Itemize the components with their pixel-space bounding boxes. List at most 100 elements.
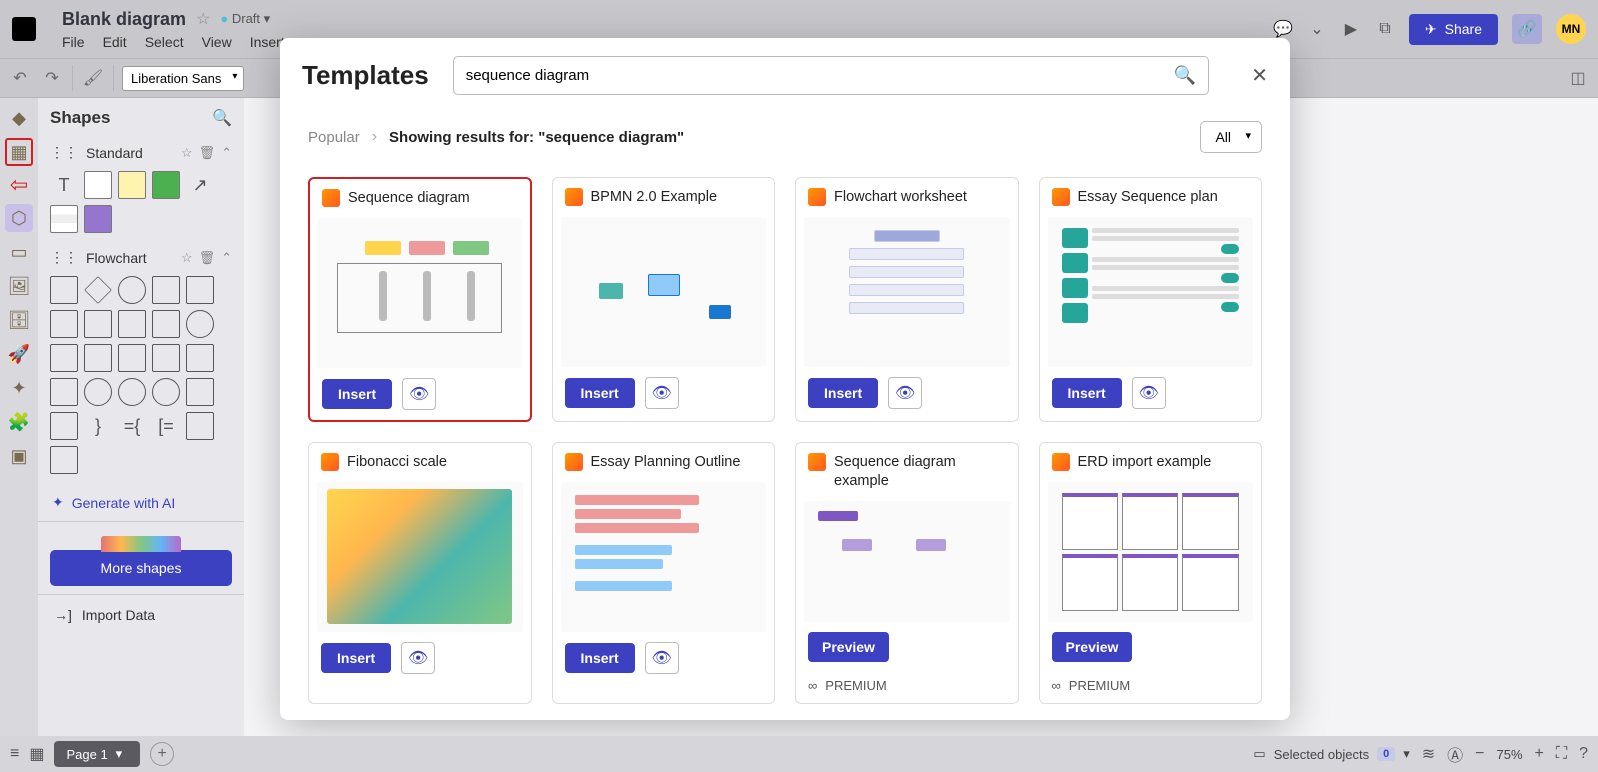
insert-button[interactable]: Insert xyxy=(808,378,878,408)
comment-icon[interactable]: 💬 xyxy=(1273,19,1293,39)
pin-icon[interactable]: ☆ xyxy=(181,145,193,161)
image-rail-icon[interactable]: 🖼 xyxy=(5,272,33,300)
chevron-down-icon[interactable]: ⌄ xyxy=(1307,19,1327,39)
zoom-level[interactable]: 75% xyxy=(1497,747,1523,762)
shape[interactable] xyxy=(152,310,180,338)
page-tab[interactable]: Page 1▾ xyxy=(54,741,140,767)
shape[interactable] xyxy=(84,310,112,338)
preview-button[interactable]: Preview xyxy=(1052,632,1133,662)
shape[interactable] xyxy=(50,276,78,304)
container-rail-icon[interactable]: ▭ xyxy=(5,238,33,266)
search-icon[interactable]: 🔍 xyxy=(212,108,232,128)
font-selector[interactable]: Liberation Sans xyxy=(122,66,244,91)
preview-eye-button[interactable]: 👁 xyxy=(888,377,922,409)
template-card[interactable]: BPMN 2.0 Example Insert👁 xyxy=(552,177,776,422)
shape-text[interactable]: T xyxy=(50,171,78,199)
draft-status[interactable]: Draft ▾ xyxy=(220,11,270,27)
preview-eye-button[interactable]: 👁 xyxy=(402,378,436,410)
collapse-icon[interactable]: ⌃ xyxy=(221,250,232,266)
presentation-rail-icon[interactable]: ▣ xyxy=(5,442,33,470)
share-button[interactable]: ✈ Share xyxy=(1409,14,1498,45)
template-card[interactable]: Sequence diagram Insert👁 xyxy=(308,177,532,422)
generate-ai-button[interactable]: ✦ Generate with AI xyxy=(38,484,244,521)
preview-button[interactable]: Preview xyxy=(808,632,889,662)
redo-icon[interactable]: ↷ xyxy=(40,66,64,90)
section-flowchart[interactable]: ⋮⋮ Flowchart ☆🗑⌃ xyxy=(38,243,244,272)
shape[interactable]: } xyxy=(84,412,112,440)
shape[interactable] xyxy=(186,378,214,406)
shape[interactable] xyxy=(118,310,146,338)
rocket-rail-icon[interactable]: 🚀 xyxy=(5,340,33,368)
shape[interactable] xyxy=(84,276,112,304)
preview-eye-button[interactable]: 👁 xyxy=(1132,377,1166,409)
shape[interactable] xyxy=(50,344,78,372)
shape[interactable] xyxy=(186,276,214,304)
shape[interactable] xyxy=(118,378,146,406)
format-painter-icon[interactable]: 🖌 xyxy=(81,66,105,90)
preview-eye-button[interactable]: 👁 xyxy=(645,377,679,409)
preview-eye-button[interactable]: 👁 xyxy=(401,642,435,674)
undo-icon[interactable]: ↶ xyxy=(8,66,32,90)
grid-icon[interactable]: ▦ xyxy=(29,744,44,764)
shape[interactable] xyxy=(50,378,78,406)
shape-list[interactable] xyxy=(50,205,78,233)
template-card[interactable]: Essay Sequence plan Insert👁 xyxy=(1039,177,1263,422)
shape[interactable] xyxy=(118,276,146,304)
document-title[interactable]: Blank diagram xyxy=(62,9,186,30)
link-button[interactable]: 🔗 xyxy=(1512,14,1542,44)
collapse-icon[interactable]: ⌃ xyxy=(221,145,232,161)
menu-select[interactable]: Select xyxy=(145,34,184,50)
template-card[interactable]: Sequence diagram example Preview∞PREMIUM xyxy=(795,442,1019,704)
shape[interactable] xyxy=(118,344,146,372)
lucid-icon[interactable]: ◆ xyxy=(5,104,33,132)
present-icon[interactable]: ▶ xyxy=(1341,19,1361,39)
shape[interactable]: ={ xyxy=(118,412,146,440)
breadcrumb-popular[interactable]: Popular xyxy=(308,129,360,146)
app-logo[interactable] xyxy=(12,17,36,41)
template-card[interactable]: ERD import example Preview∞PREMIUM xyxy=(1039,442,1263,704)
close-icon[interactable]: ✕ xyxy=(1251,63,1268,88)
panel-toggle-icon[interactable]: ◫ xyxy=(1566,66,1590,90)
menu-view[interactable]: View xyxy=(202,34,232,50)
shape[interactable] xyxy=(186,310,214,338)
more-shapes-button[interactable]: More shapes xyxy=(50,550,232,586)
menu-file[interactable]: File xyxy=(62,34,85,50)
fullscreen-icon[interactable]: ⛶ xyxy=(1556,745,1567,763)
shape-action[interactable] xyxy=(152,171,180,199)
list-icon[interactable]: ≡ xyxy=(10,745,19,763)
template-search-input[interactable] xyxy=(466,67,1174,84)
insert-button[interactable]: Insert xyxy=(1052,378,1122,408)
shape-rect[interactable] xyxy=(84,171,112,199)
accessibility-icon[interactable]: Ⓐ xyxy=(1447,742,1463,766)
template-search-box[interactable]: 🔍 xyxy=(453,56,1210,95)
shape-media[interactable] xyxy=(84,205,112,233)
favorite-icon[interactable]: ☆ xyxy=(196,9,210,29)
shape[interactable] xyxy=(50,446,78,474)
add-page-button[interactable]: + xyxy=(150,742,174,766)
shape[interactable] xyxy=(152,344,180,372)
layers-icon[interactable]: ≋ xyxy=(1422,744,1435,764)
shape[interactable] xyxy=(152,276,180,304)
templates-rail-icon[interactable]: ▦ xyxy=(5,138,33,166)
template-card[interactable]: Flowchart worksheet Insert👁 xyxy=(795,177,1019,422)
user-avatar[interactable]: MN xyxy=(1556,14,1586,44)
selected-objects[interactable]: ▭ Selected objects 0 ▾ xyxy=(1253,746,1409,762)
template-card[interactable]: Essay Planning Outline Insert👁 xyxy=(552,442,776,704)
help-icon[interactable]: ? xyxy=(1579,745,1588,763)
plugin-rail-icon[interactable]: 🧩 xyxy=(5,408,33,436)
video-icon[interactable]: ⧉ xyxy=(1375,19,1395,39)
template-card[interactable]: Fibonacci scale Insert👁 xyxy=(308,442,532,704)
shape[interactable]: [= xyxy=(152,412,180,440)
shape[interactable] xyxy=(50,310,78,338)
shape[interactable] xyxy=(152,378,180,406)
database-rail-icon[interactable]: 🗄 xyxy=(5,306,33,334)
shapes-rail-icon[interactable]: ⬡ xyxy=(5,204,33,232)
insert-button[interactable]: Insert xyxy=(565,643,635,673)
shape[interactable] xyxy=(84,378,112,406)
section-standard[interactable]: ⋮⋮ Standard ☆🗑⌃ xyxy=(38,138,244,167)
pin-icon[interactable]: ☆ xyxy=(181,250,193,266)
shape[interactable] xyxy=(186,412,214,440)
insert-button[interactable]: Insert xyxy=(321,643,391,673)
shape[interactable] xyxy=(84,344,112,372)
zoom-out-icon[interactable]: − xyxy=(1475,745,1484,763)
